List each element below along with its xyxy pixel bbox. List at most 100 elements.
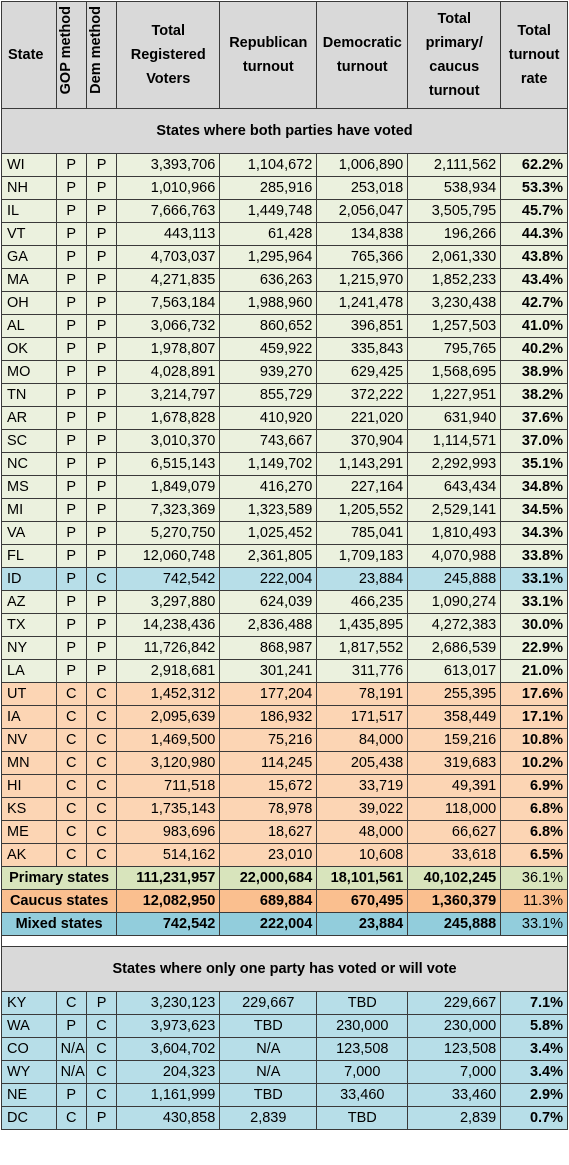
turnout-rate-cell: 7.1% — [500, 991, 568, 1015]
dem-method-cell: C — [85, 820, 118, 844]
dem-method-cell: C — [85, 1060, 118, 1084]
republican-turnout-cell: 301,241 — [219, 659, 318, 683]
gop-method-cell: P — [55, 245, 87, 269]
gop-method-cell: P — [55, 1083, 87, 1107]
table-row: LA P P 2,918,681 301,241 311,776 613,017 21.0% — [1, 659, 568, 683]
democratic-turnout-cell: 1,006,890 — [316, 153, 409, 177]
democratic-turnout-cell: 7,000 — [316, 1060, 409, 1084]
table-row: NH P P 1,010,966 285,916 253,018 538,934 53.3% — [1, 176, 568, 200]
republican-turnout-cell: 229,667 — [219, 991, 318, 1015]
turnout-rate-cell: 6.5% — [500, 843, 568, 867]
turnout-rate-cell: 6.9% — [500, 774, 568, 798]
table-row: NV C C 1,469,500 75,216 84,000 159,216 10.8% — [1, 728, 568, 752]
turnout-rate-cell: 0.7% — [500, 1106, 568, 1130]
dem-method-cell: C — [85, 843, 118, 867]
gop-method-cell: P — [55, 498, 87, 522]
registered-cell: 6,515,143 — [116, 452, 221, 476]
gop-method-cell: P — [55, 199, 87, 223]
republican-turnout-cell: 186,932 — [219, 705, 318, 729]
gop-method-cell: C — [55, 751, 87, 775]
democratic-turnout-cell: 629,425 — [316, 360, 409, 384]
totals-label: Primary states — [0, 866, 118, 890]
state-cell: WI — [1, 153, 57, 177]
registered-cell: 1,452,312 — [116, 682, 221, 706]
registered-cell: 7,666,763 — [116, 199, 221, 223]
democratic-turnout-cell: 227,164 — [316, 475, 409, 499]
header-total-turnout: Total primary/ caucus turnout — [407, 1, 502, 109]
turnout-rate-cell: 40.2% — [500, 337, 568, 361]
gop-method-cell: P — [55, 406, 87, 430]
republican-turnout-cell: 2,839 — [219, 1106, 318, 1130]
gop-method-cell: C — [55, 728, 87, 752]
gop-method-cell: P — [55, 153, 87, 177]
table-row: AR P P 1,678,828 410,920 221,020 631,940 37.6% — [1, 406, 568, 430]
dem-method-cell: C — [85, 1037, 118, 1061]
section-both-parties: States where both parties have voted — [1, 108, 568, 154]
state-cell: NV — [1, 728, 57, 752]
header-gop-method: GOP method — [55, 1, 87, 109]
democratic-turnout-cell: 396,851 — [316, 314, 409, 338]
democratic-turnout-cell: 1,215,970 — [316, 268, 409, 292]
republican-turnout-cell: 855,729 — [219, 383, 318, 407]
table-row: WY N/A C 204,323 N/A 7,000 7,000 3.4% — [1, 1060, 568, 1084]
state-cell: NE — [1, 1083, 57, 1107]
total-turnout-cell: 631,940 — [407, 406, 502, 430]
democratic-turnout-cell: 765,366 — [316, 245, 409, 269]
democratic-turnout-cell: 171,517 — [316, 705, 409, 729]
republican-turnout-cell: 624,039 — [219, 590, 318, 614]
democratic-turnout-cell: 205,438 — [316, 751, 409, 775]
turnout-rate-cell: 11.3% — [500, 889, 568, 913]
state-cell: MI — [1, 498, 57, 522]
republican-turnout-cell: 222,004 — [219, 567, 318, 591]
table-row: KS C C 1,735,143 78,978 39,022 118,000 6.8% — [1, 797, 568, 821]
table-row: SC P P 3,010,370 743,667 370,904 1,114,571 37.0… — [1, 429, 568, 453]
state-cell: IL — [1, 199, 57, 223]
turnout-rate-cell: 17.6% — [500, 682, 568, 706]
registered-cell: 430,858 — [116, 1106, 221, 1130]
republican-turnout-cell: 868,987 — [219, 636, 318, 660]
table-row: WI P P 3,393,706 1,104,672 1,006,890 2,111,562… — [1, 153, 568, 177]
registered-cell: 1,010,966 — [116, 176, 221, 200]
republican-turnout-cell: TBD — [219, 1014, 318, 1038]
section-both-label: States where both parties have voted — [1, 108, 568, 154]
gop-method-cell: P — [55, 544, 87, 568]
total-turnout-cell: 4,272,383 — [407, 613, 502, 637]
header-gop-method-label: GOP method — [57, 6, 74, 95]
dem-method-cell: C — [85, 797, 118, 821]
republican-turnout-cell: 78,978 — [219, 797, 318, 821]
state-cell: SC — [1, 429, 57, 453]
table-row: KY C P 3,230,123 229,667 TBD 229,667 7.1% — [1, 991, 568, 1015]
turnout-rate-cell: 6.8% — [500, 820, 568, 844]
header-republican-turnout: Republican turnout — [219, 1, 318, 109]
total-turnout-cell: 4,070,988 — [407, 544, 502, 568]
turnout-rate-cell: 53.3% — [500, 176, 568, 200]
totals-label: Caucus states — [0, 889, 118, 913]
state-cell: ID — [1, 567, 57, 591]
table-row: UT C C 1,452,312 177,204 78,191 255,395 17.6% — [1, 682, 568, 706]
turnout-rate-cell: 45.7% — [500, 199, 568, 223]
republican-turnout-cell: 61,428 — [219, 222, 318, 246]
democratic-turnout-cell: 134,838 — [316, 222, 409, 246]
gop-method-cell: C — [55, 705, 87, 729]
registered-cell: 11,726,842 — [116, 636, 221, 660]
republican-turnout-cell: 939,270 — [219, 360, 318, 384]
dem-method-cell: P — [85, 360, 118, 384]
republican-turnout-cell: 2,361,805 — [219, 544, 318, 568]
registered-cell: 711,518 — [116, 774, 221, 798]
gop-method-cell: P — [55, 268, 87, 292]
header-democratic-turnout: Democratic turnout — [316, 1, 409, 109]
total-turnout-cell: 1,810,493 — [407, 521, 502, 545]
registered-cell: 3,230,123 — [116, 991, 221, 1015]
total-turnout-cell: 123,508 — [407, 1037, 502, 1061]
democratic-turnout-cell: 466,235 — [316, 590, 409, 614]
democratic-turnout-cell: 23,884 — [316, 912, 409, 936]
turnout-rate-cell: 41.0% — [500, 314, 568, 338]
total-turnout-cell: 1,257,503 — [407, 314, 502, 338]
state-cell: OK — [1, 337, 57, 361]
total-turnout-cell: 230,000 — [407, 1014, 502, 1038]
dem-method-cell: C — [85, 751, 118, 775]
gop-method-cell: P — [55, 636, 87, 660]
registered-cell: 204,323 — [116, 1060, 221, 1084]
table-row: AK C C 514,162 23,010 10,608 33,618 6.5% — [1, 843, 568, 867]
total-turnout-cell: 33,618 — [407, 843, 502, 867]
